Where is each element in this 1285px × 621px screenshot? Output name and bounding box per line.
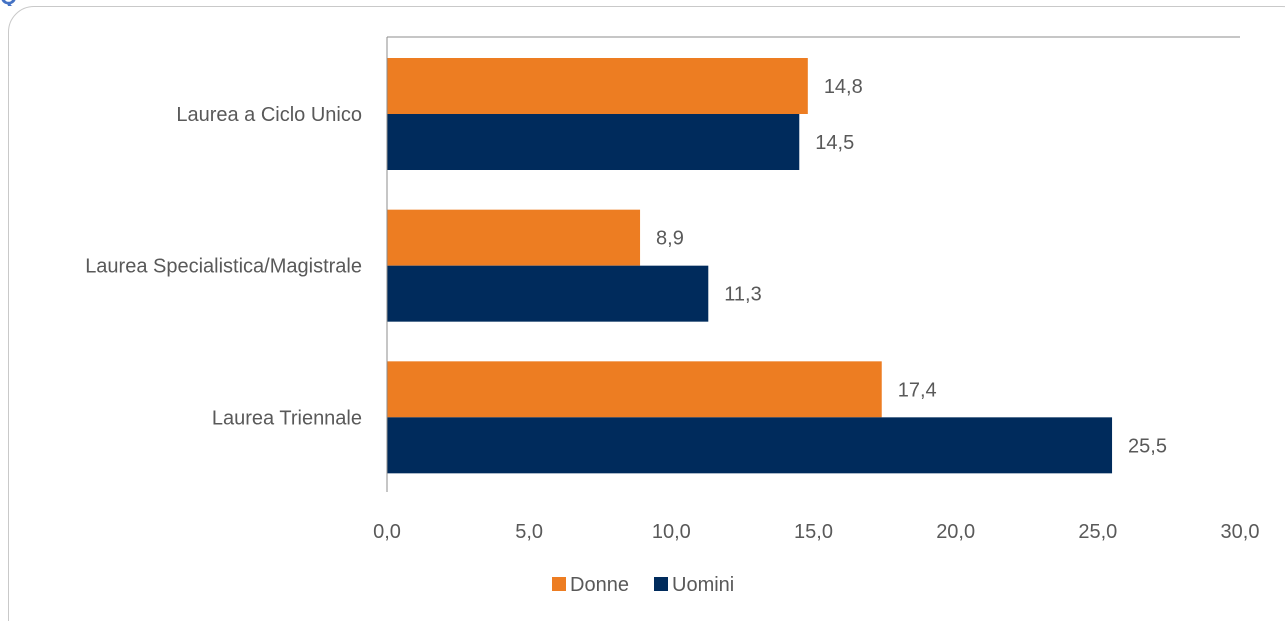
bar-uomini-2 [387,417,1113,474]
page-title: Q [0,0,1285,6]
legend-label-uomini: Uomini [672,574,734,596]
bar-uomini-0 [387,114,800,170]
chart-frame [8,6,1285,621]
legend-swatch-uomini [654,577,668,591]
legend-swatch-donne [552,577,566,591]
category-label-0: Laurea a Ciclo Unico [176,104,362,126]
bar-donne-0 [387,58,808,114]
data-label-uomini-1: 11,3 [724,284,761,306]
x-tick-label-2: 10,0 [652,521,691,543]
bar-donne-1 [387,209,641,266]
data-label-uomini-2: 25,5 [1128,435,1167,457]
x-tick-label-4: 20,0 [936,521,975,543]
category-label-2: Laurea Triennale [212,407,362,429]
bar-uomini-1 [387,265,709,322]
x-tick-label-3: 15,0 [794,521,833,543]
x-tick-label-0: 0,0 [373,521,401,543]
legend-label-donne: Donne [570,574,629,596]
category-label-1: Laurea Specialistica/Magistrale [85,256,362,278]
x-tick-label-6: 30,0 [1221,521,1260,543]
data-label-donne-0: 14,8 [824,76,863,98]
bar-donne-2 [387,361,882,418]
data-label-uomini-0: 14,5 [815,132,854,154]
x-tick-label-5: 25,0 [1078,521,1117,543]
data-label-donne-2: 17,4 [898,379,937,401]
data-label-donne-1: 8,9 [656,228,684,250]
x-tick-label-1: 5,0 [515,521,543,543]
